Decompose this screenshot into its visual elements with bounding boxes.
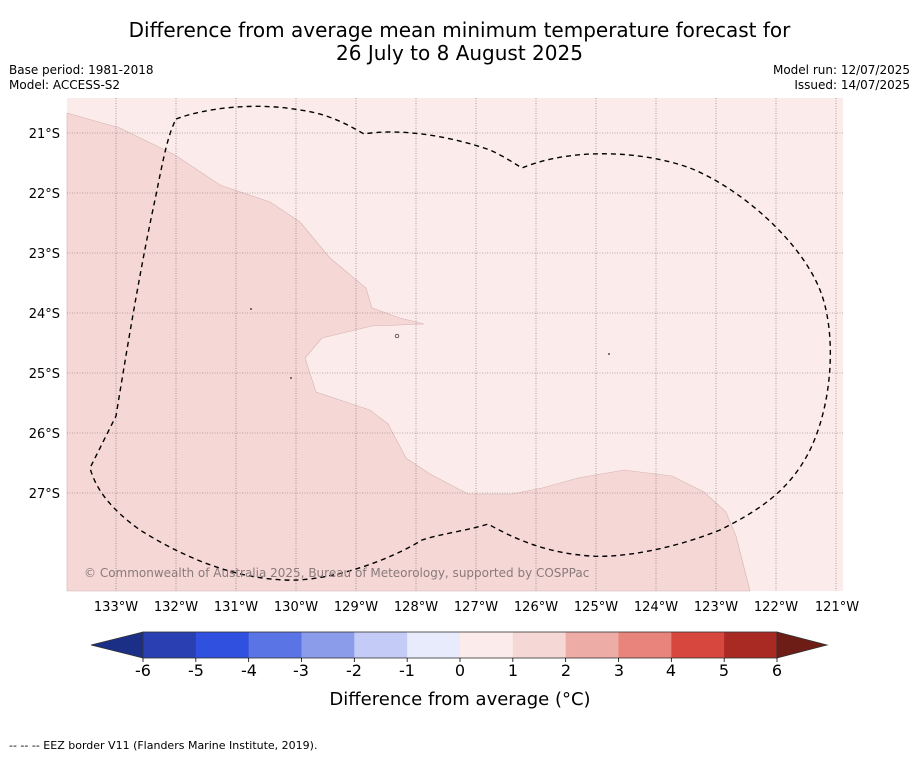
colorbar-segment — [195, 632, 250, 658]
lon-label: 128°W — [394, 600, 438, 615]
island-marker — [608, 353, 610, 355]
lon-label: 124°W — [634, 600, 678, 615]
colorbar-tick-label: -3 — [293, 661, 309, 680]
lon-label: 123°W — [694, 600, 738, 615]
colorbar-segment — [301, 632, 355, 658]
colorbar-segment — [618, 632, 672, 658]
lon-label: 121°W — [815, 600, 859, 615]
island-marker — [394, 333, 400, 339]
colorbar-tick-label: 1 — [508, 661, 518, 680]
islands — [250, 308, 610, 379]
colorbar-segment — [407, 632, 461, 658]
colorbar-tick-label: 5 — [719, 661, 729, 680]
colorbar-tick-label: -1 — [399, 661, 415, 680]
colorbar-tick-label: -4 — [241, 661, 257, 680]
lon-label: 131°W — [214, 600, 258, 615]
lat-label: 27°S — [29, 487, 60, 502]
lon-label: 125°W — [574, 600, 618, 615]
colorbar-segment — [143, 632, 197, 658]
lon-label: 129°W — [334, 600, 378, 615]
lon-label: 127°W — [454, 600, 498, 615]
lon-label: 126°W — [514, 600, 558, 615]
colorbar-segment — [460, 632, 514, 658]
lat-label: 23°S — [29, 247, 60, 262]
colorbar-tick-label: 4 — [666, 661, 676, 680]
colorbar-extend-high — [776, 631, 829, 659]
model-run-text: Model run: 12/07/2025 — [772, 63, 910, 77]
colorbar-tick-label: 6 — [772, 661, 782, 680]
map-copyright: © Commonwealth of Australia 2025, Bureau… — [84, 566, 589, 580]
eez-footnote: -- -- -- EEZ border V11 (Flanders Marine… — [9, 739, 318, 752]
forecast-map: © Commonwealth of Australia 2025, Bureau… — [29, 98, 859, 615]
lat-label: 22°S — [29, 187, 60, 202]
longitude-labels: 133°W 132°W 131°W 130°W 129°W 128°W 127°… — [94, 600, 859, 615]
lat-label: 24°S — [29, 307, 60, 322]
colorbar-segment — [354, 632, 408, 658]
colorbar-tick-label: 0 — [455, 661, 465, 680]
lon-label: 122°W — [754, 600, 798, 615]
colorbar-label: Difference from average (°C) — [329, 689, 590, 710]
issued-date-text: Issued: 14/07/2025 — [794, 78, 910, 92]
colorbar-tick-label: 2 — [561, 661, 571, 680]
colorbar-segments — [90, 631, 829, 659]
colorbar: -6 -5 -4 -3 -2 -1 0 1 2 3 4 5 6 Differen… — [90, 631, 829, 710]
island-marker — [290, 377, 292, 379]
colorbar-tick-label: -2 — [346, 661, 362, 680]
colorbar-tick-label: -6 — [135, 661, 151, 680]
colorbar-segment — [248, 632, 302, 658]
eez-border — [89, 105, 831, 581]
island-marker — [250, 308, 252, 310]
colorbar-tick-label: -5 — [188, 661, 204, 680]
colorbar-segment — [565, 632, 619, 658]
colorbar-ticks — [142, 658, 778, 662]
colorbar-tick-label: 3 — [614, 661, 624, 680]
lon-label: 130°W — [274, 600, 318, 615]
longitude-gridlines — [115, 98, 837, 591]
map-title-line-2: 26 July to 8 August 2025 — [336, 41, 583, 65]
colorbar-segment — [512, 632, 567, 658]
lon-label: 132°W — [154, 600, 198, 615]
lat-label: 26°S — [29, 427, 60, 442]
lon-label: 133°W — [94, 600, 138, 615]
map-title-line-1: Difference from average mean minimum tem… — [128, 18, 791, 42]
base-period-text: Base period: 1981-2018 — [9, 63, 154, 77]
lat-label: 25°S — [29, 367, 60, 382]
latitude-gridlines — [67, 132, 843, 494]
colorbar-extend-low — [90, 631, 144, 659]
colorbar-tick-labels: -6 -5 -4 -3 -2 -1 0 1 2 3 4 5 6 — [135, 661, 782, 680]
model-text: Model: ACCESS-S2 — [9, 78, 121, 92]
lat-label: 21°S — [29, 127, 60, 142]
latitude-labels: 21°S 22°S 23°S 24°S 25°S 26°S 27°S — [29, 127, 60, 502]
colorbar-segment — [671, 632, 725, 658]
colorbar-segment — [724, 632, 778, 658]
map-region-1-to-2 — [66, 112, 751, 592]
